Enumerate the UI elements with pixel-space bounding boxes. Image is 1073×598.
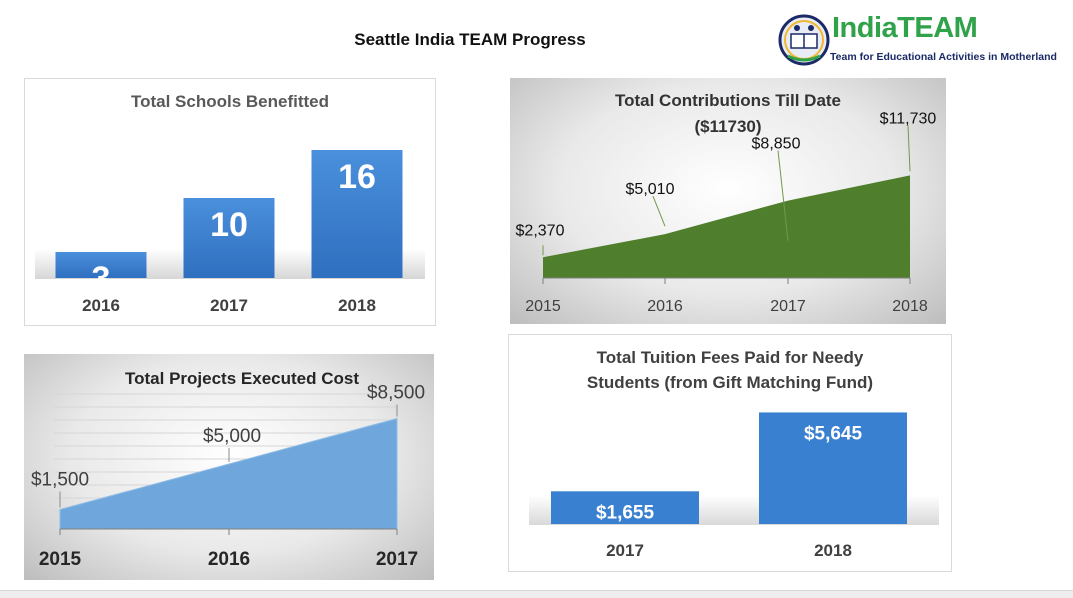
bar-value-label: $5,645 — [804, 423, 863, 444]
schools-chart-panel: Total Schools Benefitted 3 2016 10 2017 16 20… — [24, 78, 436, 326]
data-label: $11,730 — [880, 110, 937, 127]
x-tick-label: 2016 — [647, 298, 683, 315]
x-tick-label: 2017 — [210, 296, 248, 315]
chart-title: Total Projects Executed Cost — [125, 369, 359, 388]
bar-2018 — [759, 412, 907, 524]
x-tick-label: 2017 — [376, 549, 418, 570]
leader-line — [777, 150, 789, 241]
chart-title: Total Schools Benefitted — [131, 92, 329, 111]
x-tick-label: 2017 — [770, 298, 806, 315]
leader-line — [652, 195, 666, 227]
x-tick-label: 2017 — [606, 541, 644, 560]
india-team-logo: IndiaTEAM Team for Educational Activitie… — [776, 10, 1066, 74]
chart-title: Total Tuition Fees Paid for Needy — [597, 348, 864, 367]
x-tick-label: 2015 — [39, 549, 82, 570]
data-label: $8,850 — [752, 136, 801, 153]
chart-subtitle: ($11730) — [694, 117, 761, 136]
bar-value-label: 16 — [338, 158, 376, 196]
bar-2018 — [311, 150, 403, 278]
bar-value-label: 10 — [210, 206, 248, 244]
leader-line — [907, 125, 911, 172]
x-tick-label: 2018 — [892, 298, 928, 315]
contributions-chart-panel: Total Contributions Till Date ($11730) $… — [510, 78, 946, 324]
x-tick-label: 2016 — [82, 296, 120, 315]
logo-tagline: Team for Educational Activities in Mothe… — [830, 51, 1057, 63]
tuition-chart-panel: Total Tuition Fees Paid for Needy Studen… — [508, 334, 952, 572]
bar-value-label: 3 — [92, 260, 111, 298]
bar-value-label: $1,655 — [596, 502, 655, 523]
data-label: $5,000 — [203, 426, 261, 447]
projects-chart-panel: Total Projects Executed Cost $1,500 2015 $… — [24, 354, 434, 580]
logo-name: IndiaTEAM — [832, 12, 978, 44]
bar-2017 — [551, 491, 699, 524]
data-label: $2,370 — [516, 222, 565, 239]
chart-subtitle: Students (from Gift Matching Fund) — [587, 373, 873, 392]
x-tick-label: 2015 — [525, 298, 561, 315]
bar-2016 — [55, 252, 147, 278]
projects-chart: Total Projects Executed Cost $1,500 2015 $… — [31, 369, 425, 570]
tuition-chart: Total Tuition Fees Paid for Needy Studen… — [529, 348, 939, 560]
bar-2017 — [183, 198, 275, 278]
page-title: Seattle India TEAM Progress — [354, 30, 586, 49]
area-series — [543, 175, 910, 278]
data-label: $8,500 — [367, 383, 425, 404]
data-label: $1,500 — [31, 470, 89, 491]
chart-title: Total Contributions Till Date — [615, 91, 841, 110]
logo-emblem-icon — [778, 14, 830, 66]
x-tick-label: 2018 — [814, 541, 852, 560]
x-tick-label: 2016 — [208, 549, 250, 570]
bottom-strip — [0, 590, 1073, 598]
contributions-chart: Total Contributions Till Date ($11730) $… — [516, 91, 937, 315]
x-tick-label: 2018 — [338, 296, 376, 315]
data-label: $5,010 — [626, 181, 675, 198]
